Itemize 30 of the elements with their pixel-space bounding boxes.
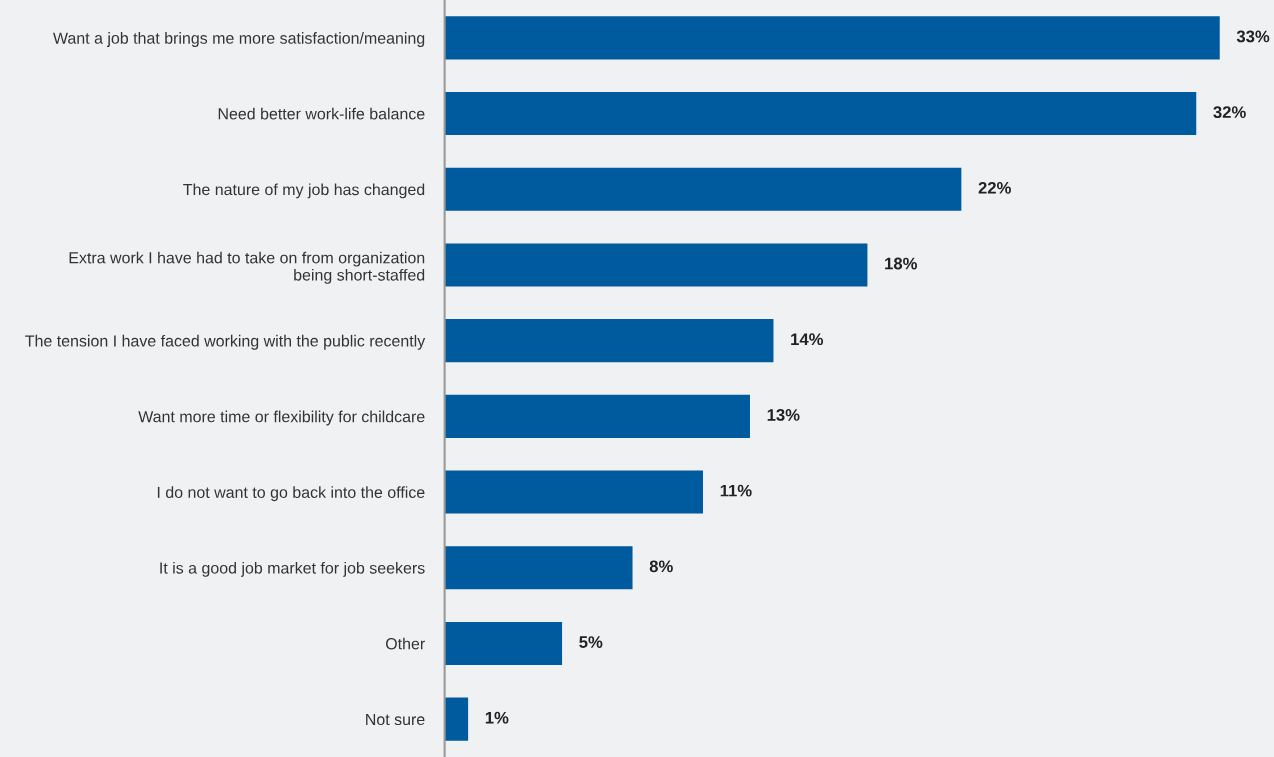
- y-tick-label: Not sure: [366, 713, 425, 726]
- bar: [444, 243, 868, 287]
- data-label: 1%: [485, 711, 509, 724]
- data-label: 32%: [1213, 106, 1246, 119]
- y-tick-label: Other: [385, 637, 425, 650]
- data-label: 22%: [978, 181, 1011, 194]
- y-tick-label: Extra work I have had to take on from organization being short-staffed: [69, 251, 425, 284]
- bar: [444, 319, 774, 363]
- bar: [444, 394, 750, 438]
- bar: [444, 91, 1197, 136]
- data-label: 8%: [649, 560, 673, 573]
- bar: [444, 546, 633, 590]
- y-tick-label: Want more time or flexibility for childcare: [138, 410, 425, 426]
- data-label: 13%: [767, 409, 800, 421]
- bar: [444, 167, 962, 211]
- y-tick-label: The nature of my job has changed: [183, 183, 425, 199]
- bar: [444, 470, 703, 514]
- y-tick-label: It is a good job market for job seekers: [160, 561, 425, 577]
- data-label: 14%: [791, 333, 824, 346]
- data-label: 5%: [579, 636, 603, 648]
- data-label: 33%: [1236, 30, 1270, 43]
- bar: [444, 16, 1220, 60]
- y-tick-label: I do not want to go back into the office: [157, 486, 425, 502]
- bar: [444, 697, 469, 741]
- bar: [444, 621, 563, 666]
- y-tick-label: Want a job that brings me more satisfaction/meaning: [53, 32, 425, 47]
- data-label: 11%: [720, 484, 752, 497]
- y-tick-label: Need better work-life balance: [218, 107, 425, 120]
- y-tick-label: The tension I have faced working with the public recently: [25, 334, 426, 350]
- data-label: 18%: [885, 257, 917, 270]
